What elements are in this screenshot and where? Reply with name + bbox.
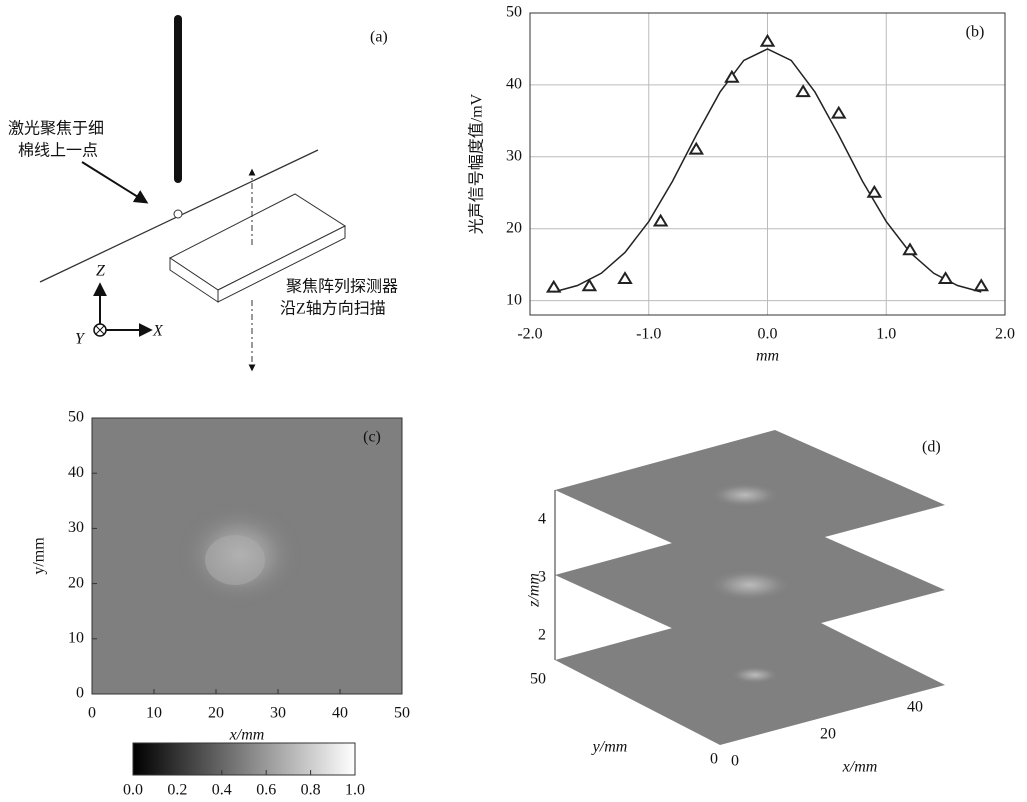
x-tick-label: -1.0: [636, 326, 661, 343]
panel-label: (d): [922, 439, 941, 456]
slice-image: [727, 665, 783, 685]
z-tick-label: 3: [538, 569, 546, 586]
fiber-bar: [174, 15, 182, 183]
axis-y: Y: [75, 331, 86, 348]
x-tick-label: 1.0: [876, 326, 896, 343]
annotation: 棉线上一点: [18, 142, 98, 160]
x-tick-label: 2.0: [995, 326, 1015, 343]
colorbar-tick-label: 0.0: [123, 782, 143, 799]
x-tick-label: 0.0: [758, 326, 778, 343]
slice-image: [702, 567, 798, 603]
y-tick-label: 0: [710, 751, 718, 768]
slice-image: [705, 481, 785, 509]
y-label: y/mm: [31, 537, 48, 575]
pointer-arrow: [82, 162, 146, 202]
x-tick-label: -2.0: [517, 326, 542, 343]
y-tick-label: 50: [68, 409, 84, 426]
colorbar: [133, 743, 355, 775]
data-point: [762, 36, 774, 46]
x-tick-label: 30: [270, 705, 286, 722]
data-point: [655, 216, 667, 226]
y-tick-label: 40: [68, 464, 84, 481]
panel-d: (d) z/mm 4 3 2 50 0 y/mm 0 20 40 x/mm: [526, 430, 945, 776]
z-tick-label: 2: [538, 627, 546, 644]
data-point: [619, 273, 631, 283]
y-label: 光声信号幅度值/mV: [468, 93, 486, 234]
image-blob: [205, 535, 265, 585]
x-tick-label: 20: [208, 705, 224, 722]
y-tick-label: 40: [506, 76, 522, 93]
data-point: [726, 72, 738, 82]
y-tick-label: 50: [506, 4, 522, 21]
colorbar-tick-label: 1.0: [345, 782, 365, 799]
y-tick-label: 20: [506, 219, 522, 236]
y-label: y/mm: [591, 739, 628, 756]
y-tick-label: 30: [68, 519, 84, 536]
x-label: x/mm: [842, 759, 878, 776]
x-tick-label: 0: [88, 705, 96, 722]
panel-label: (c): [363, 429, 381, 446]
x-tick-label: 50: [394, 705, 410, 722]
y-tick-label: 20: [68, 574, 84, 591]
panel-a: (a) 激光聚焦于细 棉线上一点 聚焦阵列探测器 沿Z轴方向扫描 Z Y X: [8, 15, 398, 370]
colorbar-tick-label: 0.2: [167, 782, 187, 799]
x-tick-label: 40: [332, 705, 348, 722]
detector-label: 聚焦阵列探测器: [286, 278, 398, 296]
data-point: [690, 144, 702, 154]
x-tick-label: 10: [146, 705, 162, 722]
x-tick-label: 20: [820, 726, 836, 743]
data-point: [868, 187, 880, 197]
y-tick-label: 50: [530, 671, 546, 688]
y-tick-label: 10: [68, 629, 84, 646]
detector-label: 沿Z轴方向扫描: [280, 300, 386, 318]
y-tick-label: 10: [506, 291, 522, 308]
panel-label: (b): [966, 24, 985, 41]
x-tick-label: 0: [731, 753, 739, 770]
z-tick-label: 4: [538, 511, 546, 528]
x-label: mm: [756, 348, 779, 365]
focus-point: [174, 210, 182, 218]
colorbar-tick-label: 0.6: [256, 782, 276, 799]
x-tick-label: 40: [907, 699, 923, 716]
panel-label: (a): [370, 29, 388, 46]
data-point: [797, 86, 809, 96]
axis-z: Z: [96, 263, 106, 280]
data-point: [975, 280, 987, 290]
annotation: 激光聚焦于细: [8, 120, 104, 138]
data-point: [548, 282, 560, 292]
x-label: x/mm: [229, 727, 265, 744]
colorbar-tick-label: 0.8: [301, 782, 321, 799]
figure: (a) 激光聚焦于细 棉线上一点 聚焦阵列探测器 沿Z轴方向扫描 Z Y X (…: [0, 0, 1027, 802]
y-tick-label: 0: [76, 685, 84, 702]
y-tick-label: 30: [506, 147, 522, 164]
colorbar-tick-label: 0.4: [212, 782, 232, 799]
axis-x: X: [152, 323, 164, 340]
data-point: [833, 108, 845, 118]
